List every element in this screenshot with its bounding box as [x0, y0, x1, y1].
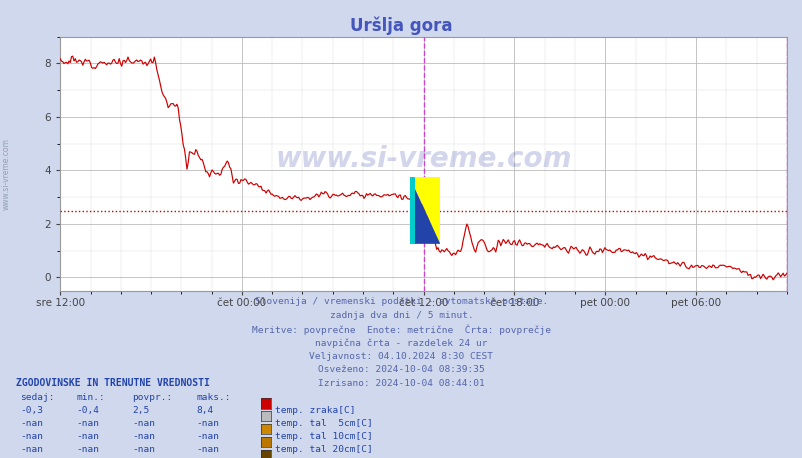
- Text: -nan: -nan: [132, 445, 156, 454]
- Text: navpična črta - razdelek 24 ur: navpična črta - razdelek 24 ur: [315, 338, 487, 348]
- Text: Izrisano: 2024-10-04 08:44:01: Izrisano: 2024-10-04 08:44:01: [318, 379, 484, 388]
- Polygon shape: [409, 177, 439, 244]
- Text: -nan: -nan: [132, 419, 156, 428]
- Text: ZGODOVINSKE IN TRENUTNE VREDNOSTI: ZGODOVINSKE IN TRENUTNE VREDNOSTI: [16, 378, 209, 388]
- Text: -nan: -nan: [132, 432, 156, 441]
- Text: -0,3: -0,3: [20, 406, 43, 415]
- Polygon shape: [409, 177, 415, 244]
- Text: maks.:: maks.:: [196, 393, 231, 402]
- Text: zadnja dva dni / 5 minut.: zadnja dva dni / 5 minut.: [329, 311, 473, 320]
- Text: Meritve: povprečne  Enote: metrične  Črta: povprečje: Meritve: povprečne Enote: metrične Črta:…: [252, 324, 550, 335]
- Text: www.si-vreme.com: www.si-vreme.com: [275, 145, 571, 173]
- Polygon shape: [409, 177, 439, 244]
- Text: -nan: -nan: [196, 419, 220, 428]
- Text: -nan: -nan: [20, 419, 43, 428]
- Text: -nan: -nan: [196, 432, 220, 441]
- Text: -0,4: -0,4: [76, 406, 99, 415]
- Text: sedaj:: sedaj:: [20, 393, 55, 402]
- Text: Osveženo: 2024-10-04 08:39:35: Osveženo: 2024-10-04 08:39:35: [318, 365, 484, 375]
- Text: -nan: -nan: [76, 419, 99, 428]
- Text: povpr.:: povpr.:: [132, 393, 172, 402]
- Text: 8,4: 8,4: [196, 406, 213, 415]
- Text: temp. zraka[C]: temp. zraka[C]: [275, 406, 355, 415]
- Text: Uršlja gora: Uršlja gora: [350, 16, 452, 34]
- Text: -nan: -nan: [76, 445, 99, 454]
- Text: -nan: -nan: [20, 445, 43, 454]
- Text: 2,5: 2,5: [132, 406, 149, 415]
- Text: -nan: -nan: [20, 432, 43, 441]
- Text: www.si-vreme.com: www.si-vreme.com: [2, 138, 11, 210]
- Text: Veljavnost: 04.10.2024 8:30 CEST: Veljavnost: 04.10.2024 8:30 CEST: [309, 352, 493, 361]
- Text: temp. tal  5cm[C]: temp. tal 5cm[C]: [275, 419, 373, 428]
- Text: Slovenija / vremenski podatki - avtomatske postaje.: Slovenija / vremenski podatki - avtomats…: [254, 297, 548, 306]
- Text: -nan: -nan: [76, 432, 99, 441]
- Text: temp. tal 10cm[C]: temp. tal 10cm[C]: [275, 432, 373, 441]
- Text: min.:: min.:: [76, 393, 105, 402]
- Text: temp. tal 20cm[C]: temp. tal 20cm[C]: [275, 445, 373, 454]
- Text: -nan: -nan: [196, 445, 220, 454]
